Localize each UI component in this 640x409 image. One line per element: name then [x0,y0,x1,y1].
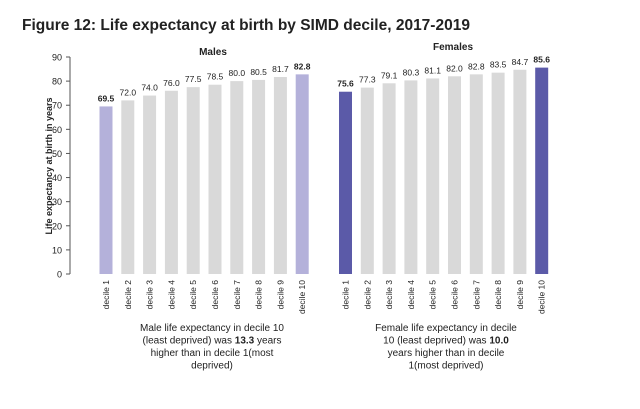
bar [186,87,200,274]
value-label: 82.8 [294,61,311,71]
x-tick-label: decile 10 [297,280,307,314]
value-label: 82.8 [468,61,485,71]
bar [448,76,461,275]
value-label: 74.0 [141,83,158,93]
value-label: 76.0 [163,78,180,88]
annotation-line: higher than in decile 1(most [151,348,274,359]
bar [382,83,396,274]
annotation-line: 1(most deprived) [408,361,483,372]
annotation-line: deprived) [191,361,233,372]
panel-title: Females [433,42,473,53]
annotation-line: Female life expectancy in decile [375,323,517,334]
annotation-text: 10.0 [489,336,509,347]
bar [252,79,266,275]
value-label: 77.3 [359,75,376,85]
panel-title: Males [199,47,227,58]
x-tick-label: decile 6 [210,280,220,310]
value-label: 79.1 [381,70,398,80]
y-tick-label: 10 [52,245,62,255]
value-label: 82.0 [446,63,463,73]
annotation-line: Male life expectancy in decile 10 [140,323,284,334]
bar [469,74,483,274]
annotation-text: years [254,336,281,347]
x-tick-label: decile 5 [188,280,198,310]
value-label: 85.6 [533,55,550,65]
y-tick-label: 20 [52,221,62,231]
annotation-text: 1(most deprived) [408,361,483,372]
annotation-line: years higher than in decile [388,348,505,359]
annotation-text: years higher than in decile [388,348,505,359]
y-tick-label: 40 [52,173,62,183]
x-tick-label: decile 9 [515,280,525,310]
bar [164,90,178,274]
x-tick-label: decile 7 [232,280,242,310]
x-tick-label: decile 2 [362,280,372,310]
annotation-line: (least deprived) was 13.3 years [143,336,282,347]
bar [121,100,135,275]
annotation-text: (least deprived) was [143,336,235,347]
x-tick-label: decile 8 [493,280,503,310]
value-label: 83.5 [490,60,507,70]
y-tick-label: 70 [52,101,62,111]
bar [230,81,244,274]
y-tick-label: 90 [52,53,62,63]
bar [99,106,113,274]
y-tick-label: 0 [57,270,62,280]
bar [426,78,440,274]
x-tick-label: decile 3 [384,280,394,310]
value-label: 75.6 [337,79,354,89]
y-tick-label: 30 [52,197,62,207]
bar [513,69,527,274]
x-tick-label: decile 8 [254,280,264,310]
value-label: 81.1 [424,65,441,75]
y-axis-label: Life expectancy at birth in years [44,97,54,234]
x-tick-label: decile 5 [428,280,438,310]
value-label: 77.5 [185,74,202,84]
value-label: 81.7 [272,64,289,74]
x-tick-label: decile 3 [145,280,155,310]
annotation-text: deprived) [191,361,233,372]
annotation-text: Male life expectancy in decile 10 [140,323,284,334]
annotation-text: higher than in decile 1(most [151,348,274,359]
value-label: 80.5 [250,67,267,77]
annotation-text: 10 (least deprived) was [383,336,489,347]
value-label: 80.3 [403,67,420,77]
x-tick-label: decile 9 [275,280,285,310]
x-tick-label: decile 1 [101,280,111,310]
y-tick-label: 80 [52,77,62,87]
value-label: 69.5 [98,93,115,103]
bar [339,91,352,274]
value-label: 80.0 [229,68,246,78]
bar [273,77,287,274]
figure-title: Figure 12: Life expectancy at birth by S… [22,17,470,34]
y-tick-label: 50 [52,149,62,159]
x-tick-label: decile 1 [341,280,351,310]
x-tick-label: decile 4 [406,280,416,310]
bar [535,67,549,274]
annotation-line: 10 (least deprived) was 10.0 [383,336,509,347]
x-tick-label: decile 10 [537,280,547,314]
x-tick-label: decile 4 [166,280,176,310]
x-tick-label: decile 2 [123,280,133,310]
y-tick-label: 60 [52,125,62,135]
annotation-text: Female life expectancy in decile [375,323,517,334]
x-tick-label: decile 7 [471,280,481,310]
value-label: 72.0 [120,87,137,97]
bar [143,95,157,274]
annotation-text: 13.3 [235,336,255,347]
bar [404,80,418,274]
bar [360,87,374,274]
bar [491,72,505,274]
x-tick-label: decile 6 [450,280,460,310]
bar [208,84,222,274]
value-label: 78.5 [207,72,224,82]
value-label: 84.7 [512,57,529,67]
bar [295,74,309,274]
